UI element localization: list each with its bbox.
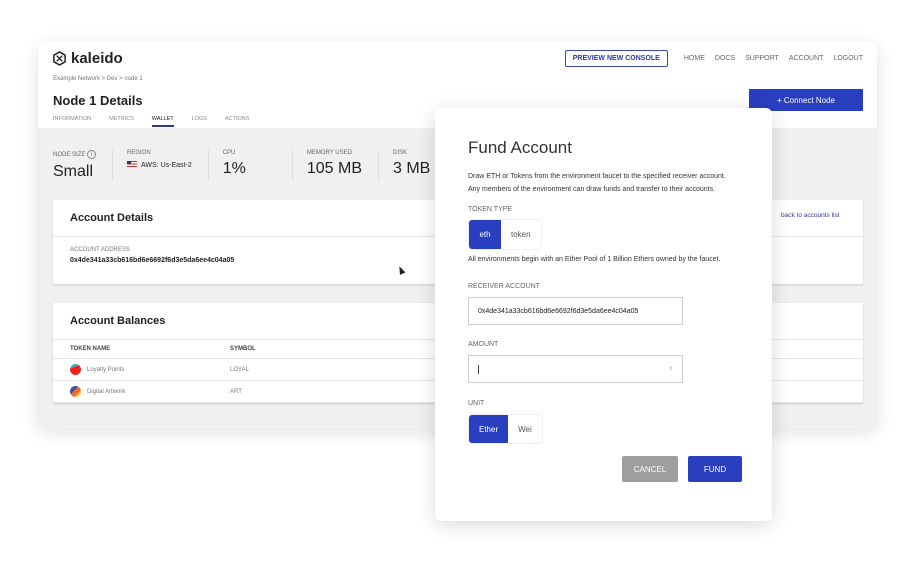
receiver-account-input[interactable]: 0x4de341a33cb616bd6e6692f6d3e5da6ee4c04a… bbox=[468, 297, 683, 325]
amount-input[interactable]: ⇕ bbox=[468, 355, 683, 383]
unit-wei[interactable]: Wei bbox=[518, 424, 532, 434]
stat-value: 3 MB bbox=[392, 160, 431, 177]
nav-support[interactable]: SUPPORT bbox=[745, 55, 779, 62]
back-to-accounts-link[interactable]: back to accounts list bbox=[781, 212, 840, 219]
token-name: Loyalty Points bbox=[87, 367, 125, 374]
top-nav: PREVIEW NEW CONSOLE HOME DOCS SUPPORT AC… bbox=[564, 50, 863, 67]
token-symbol: ART bbox=[213, 380, 433, 403]
stat-node-size: NODE SIZE i Small bbox=[53, 150, 114, 181]
stat-label: REGION bbox=[127, 150, 151, 156]
stat-label: DISK bbox=[392, 150, 407, 156]
brand-name: kaleido bbox=[71, 50, 123, 67]
unit-label: UNIT bbox=[468, 400, 485, 407]
account-address: 0x4de341a33cb616bd6e6692f6d3e5da6ee4c04a… bbox=[70, 257, 235, 264]
stat-region: REGION AWS: Us-East-2 bbox=[127, 150, 209, 181]
token-type-label: TOKEN TYPE bbox=[468, 206, 513, 213]
stat-memory: MEMORY USED 105 MB bbox=[307, 150, 379, 181]
loyalty-token-icon bbox=[70, 364, 81, 375]
tab-metrics[interactable]: METRICS bbox=[109, 116, 134, 122]
tabs: INFORMATION METRICS WALLET LOGS ACTIONS bbox=[53, 116, 249, 127]
nav-home[interactable]: HOME bbox=[683, 55, 705, 62]
nav-account[interactable]: ACCOUNT bbox=[788, 55, 824, 62]
token-type-token[interactable]: token bbox=[511, 230, 531, 239]
nav-docs[interactable]: DOCS bbox=[714, 55, 736, 62]
page-title: Node 1 Details bbox=[53, 93, 143, 108]
description-line: Any members of the environment can draw … bbox=[468, 186, 716, 193]
stat-value: 1% bbox=[222, 160, 246, 177]
pool-note: All environments begin with an Ether Poo… bbox=[468, 256, 721, 263]
description-line: Draw ETH or Tokens from the environment … bbox=[468, 173, 726, 180]
unit-ether[interactable]: Ether bbox=[469, 415, 509, 443]
address-label: ACCOUNT ADDRESS bbox=[70, 247, 130, 253]
col-token-name: TOKEN NAME bbox=[53, 340, 213, 359]
amount-label: AMOUNT bbox=[468, 341, 499, 348]
stat-cpu: CPU 1% bbox=[223, 150, 293, 181]
token-type-toggle: eth token bbox=[468, 219, 542, 250]
tab-wallet[interactable]: WALLET bbox=[151, 116, 174, 127]
artwork-token-icon bbox=[70, 386, 81, 397]
token-type-eth[interactable]: eth bbox=[469, 220, 501, 249]
stat-value: AWS: Us-East-2 bbox=[141, 162, 192, 169]
us-flag-icon bbox=[127, 161, 138, 167]
tab-logs[interactable]: LOGS bbox=[191, 116, 207, 122]
dialog-description: Draw ETH or Tokens from the environment … bbox=[468, 170, 726, 196]
preview-console-button[interactable]: PREVIEW NEW CONSOLE bbox=[564, 50, 668, 67]
tab-information[interactable]: INFORMATION bbox=[53, 116, 92, 122]
stat-label: NODE SIZE bbox=[53, 152, 86, 158]
logo[interactable]: kaleido bbox=[52, 50, 123, 67]
spinner-icon[interactable]: ⇕ bbox=[668, 366, 673, 372]
stat-value: Small bbox=[53, 163, 94, 180]
dialog-title: Fund Account bbox=[468, 138, 572, 157]
stat-label: MEMORY USED bbox=[306, 150, 352, 156]
stat-disk: DISK 3 MB bbox=[393, 150, 446, 181]
token-name: Digital Artwork bbox=[87, 389, 126, 396]
stat-label: CPU bbox=[222, 150, 236, 156]
receiver-label: RECEIVER ACCOUNT bbox=[468, 283, 540, 290]
nav-logout[interactable]: LOGOUT bbox=[833, 55, 863, 62]
node-stats: NODE SIZE i Small REGION AWS: Us-East-2 CP… bbox=[53, 150, 460, 181]
breadcrumb[interactable]: Example Network > Dev > node 1 bbox=[53, 76, 143, 82]
info-icon[interactable]: i bbox=[87, 150, 97, 159]
cancel-button[interactable]: CANCEL bbox=[622, 456, 678, 482]
fund-button[interactable]: FUND bbox=[688, 456, 742, 482]
fund-account-dialog: Fund Account Draw ETH or Tokens from the… bbox=[435, 108, 772, 521]
unit-toggle: Ether Wei bbox=[468, 414, 543, 444]
stat-value: 105 MB bbox=[306, 160, 362, 177]
tab-actions[interactable]: ACTIONS bbox=[224, 116, 250, 122]
kaleido-logo-icon bbox=[53, 51, 66, 66]
token-symbol: LOYAL bbox=[213, 358, 433, 381]
col-symbol: SYMBOL bbox=[213, 340, 433, 359]
connect-node-button[interactable]: + Connect Node bbox=[749, 89, 863, 111]
